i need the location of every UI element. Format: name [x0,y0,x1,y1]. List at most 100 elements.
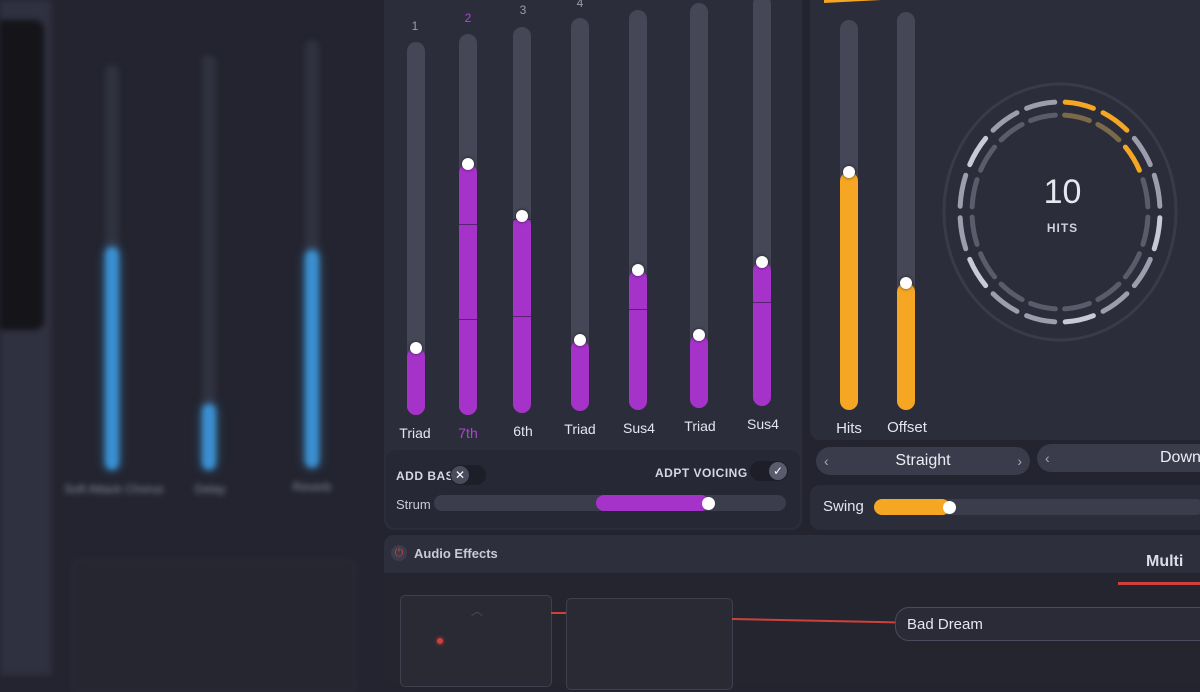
pattern-selector[interactable]: ‹ Straight › [816,447,1030,475]
mode-label[interactable]: Multi [1146,553,1184,570]
dial-segment [1024,313,1058,325]
chord-slider-1[interactable] [407,42,425,415]
dial-segment [990,110,1020,133]
swing-slider-knob[interactable] [943,500,957,514]
chord-label: 6th [513,423,533,439]
step-divider [753,302,771,304]
signal-line [551,612,567,614]
chorus-slider[interactable] [105,65,119,470]
hits-slider[interactable] [840,20,858,410]
chord-label: Triad [684,418,716,434]
step-divider [459,318,477,320]
direction-selector[interactable]: ‹ Down [1037,444,1200,472]
swing-slider[interactable] [874,499,1200,515]
chord-slider-knob[interactable] [632,264,644,276]
adpt-voicing-toggle[interactable]: ✓ [750,461,788,481]
effect-slot-1[interactable]: ︿ [400,595,552,687]
dial-segment [1062,313,1096,325]
chord-panel [384,0,802,530]
mode-underline [1118,582,1200,585]
chord-number-1: 1 [411,19,419,33]
chord-label: Triad [564,421,596,437]
offset-slider[interactable] [897,12,915,410]
dial-segment [969,177,980,210]
chevron-left-icon[interactable]: ‹ [824,453,829,469]
dial-segment [1140,177,1151,210]
hits-dial-label: HITS [1046,221,1079,235]
add-bass-toggle[interactable]: ✕ [450,465,486,485]
step-divider [459,223,477,225]
chorus-slider-fill [105,247,119,470]
chord-slider-4[interactable] [571,18,589,411]
chord-slider-fill [571,340,589,411]
chord-slider-knob[interactable] [574,334,586,347]
reverb-slider[interactable] [305,40,319,468]
dial-segment [1095,121,1122,143]
hits-dial[interactable] [940,80,1180,345]
left-bottom-panel [72,560,356,692]
chord-slider-knob[interactable] [410,341,422,354]
active-indicator [437,638,443,644]
add-bass-label: ADD BASS [396,469,463,483]
dial-segment [957,172,969,209]
chord-slider-5[interactable] [629,10,647,410]
chord-options-panel [386,450,800,528]
preset-name: Bad Dream [907,616,983,633]
chord-slider-2[interactable] [459,34,477,415]
dial-segment [1100,291,1130,314]
strum-slider-knob[interactable] [702,496,716,510]
chord-slider-fill [513,216,531,413]
adpt-voicing-label: ADPT VOICING [655,466,748,480]
swing-label: Swing [823,498,864,515]
audio-effects-title: Audio Effects [414,546,498,561]
chord-slider-fill [459,163,477,415]
power-icon[interactable]: ⏻ [391,545,407,561]
strum-slider-fill [595,495,709,511]
chord-slider-3[interactable] [513,27,531,413]
audio-effects-header [384,535,1200,573]
chord-number-3: 3 [519,3,527,17]
chord-number-4: 4 [576,0,584,10]
hits-dial-value: 10 [1043,173,1082,211]
dial-segment [1151,172,1163,209]
dial-segment [1024,99,1058,111]
chord-slider-knob[interactable] [693,329,705,342]
delay-slider[interactable] [202,55,216,470]
dial-segment [998,121,1025,143]
preview-panel [0,20,44,330]
dial-segment [998,281,1025,303]
chord-slider-knob[interactable] [756,256,768,269]
dial-segment [978,251,998,280]
chord-slider-knob[interactable] [462,157,474,170]
dial-segment [1122,144,1142,173]
offset-slider-knob[interactable] [900,276,912,289]
chord-slider-fill [690,335,708,408]
step-divider [629,309,647,310]
direction-value: Down [1160,449,1200,466]
hits-label: Hits [836,420,862,437]
effect-slot-2[interactable] [566,598,733,690]
chord-slider-7[interactable] [753,0,771,406]
dial-segment [1122,251,1142,280]
dial-segment [1095,281,1122,303]
dial-segment [1131,256,1153,289]
dial-segment [1131,135,1153,168]
chevron-right-icon[interactable]: › [1017,453,1022,469]
reverb-slider-fill [305,249,319,468]
chord-slider-6[interactable] [690,3,708,408]
check-icon: ✓ [769,462,787,480]
chord-label: Sus4 [747,416,779,432]
chord-slider-knob[interactable] [516,210,528,223]
dial-segment [1028,300,1058,312]
preset-selector[interactable]: Bad Dream [895,607,1200,641]
delay-slider-fill [202,403,216,470]
dial-segment [1140,214,1151,247]
close-icon: ✕ [451,466,469,484]
hits-slider-knob[interactable] [843,166,855,179]
dial-segment [1028,112,1058,124]
chevron-left-icon[interactable]: ‹ [1045,450,1050,466]
chorus-label: Soft Attack Chorus [64,482,164,496]
chord-label: Triad [399,425,431,441]
dial-segment [957,215,969,252]
strum-slider[interactable] [434,495,786,511]
